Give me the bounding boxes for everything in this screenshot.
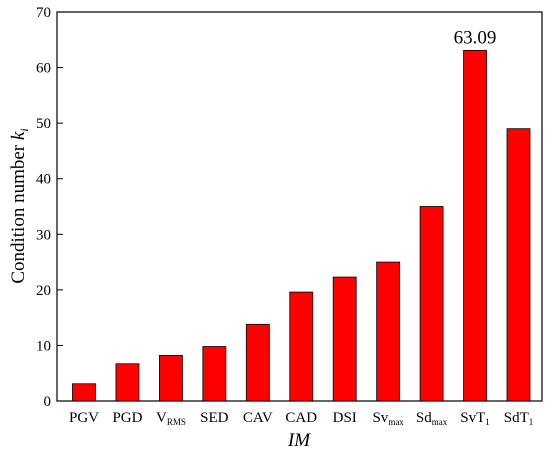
x-axis: PGV PGD VRMS SED CAV CAD DSI Svmax Sdmax SvT1 SdT1 xyxy=(69,396,533,427)
plot-area: 0 10 20 30 40 50 60 70 PGV PGD VRMS SED CAV CAD DSI Sv… xyxy=(36,5,543,427)
y-tick-label: 40 xyxy=(36,172,51,188)
bar-series xyxy=(72,49,531,402)
bar xyxy=(72,383,96,402)
bar xyxy=(289,291,314,402)
x-tick-label: Sdmax xyxy=(416,410,448,427)
y-tick-label: 0 xyxy=(44,394,52,410)
bar xyxy=(506,128,531,402)
annotations: 63.09 xyxy=(454,27,497,48)
y-axis-title: Condition number ki xyxy=(8,128,31,283)
x-tick-label: CAV xyxy=(243,410,273,426)
y-tick-label: 30 xyxy=(36,227,51,243)
bar xyxy=(115,363,140,402)
y-tick-label: 10 xyxy=(36,338,51,354)
bar xyxy=(419,206,444,402)
y-tick-label: 70 xyxy=(36,5,51,21)
x-tick-label: SdT1 xyxy=(504,410,534,427)
bar xyxy=(158,355,183,402)
x-tick-label: SED xyxy=(200,410,229,426)
x-tick-label: PGD xyxy=(112,410,142,426)
x-tick-label: PGV xyxy=(69,410,99,426)
x-tick-label: DSI xyxy=(333,410,357,426)
bar xyxy=(202,346,227,402)
bar xyxy=(376,261,401,402)
x-tick-label: SvT1 xyxy=(460,410,490,427)
y-tick-label: 60 xyxy=(36,61,51,77)
bar-value-label: 63.09 xyxy=(454,27,497,48)
x-tick-label: CAD xyxy=(285,410,317,426)
bar xyxy=(245,323,270,402)
x-tick-label: Svmax xyxy=(372,410,404,427)
y-axis: 0 10 20 30 40 50 60 70 xyxy=(36,5,63,410)
y-tick-label: 50 xyxy=(36,116,51,132)
x-axis-title: IM xyxy=(287,430,311,451)
y-tick-label: 20 xyxy=(36,283,51,299)
bar xyxy=(463,49,487,402)
x-tick-label: VRMS xyxy=(156,410,186,427)
bar xyxy=(332,276,357,402)
